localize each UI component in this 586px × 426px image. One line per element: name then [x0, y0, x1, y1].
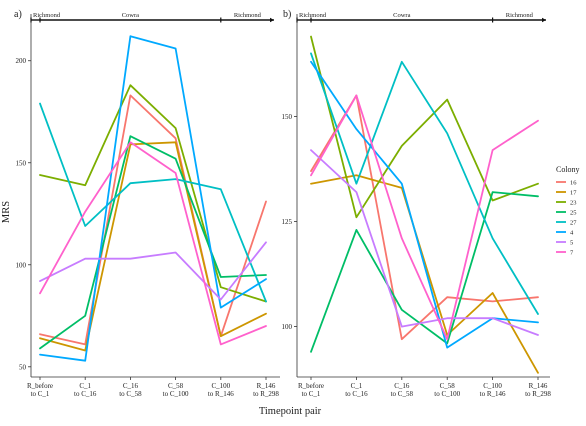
- x-tick-label: R_before to C_1: [27, 382, 53, 398]
- legend-label: 4: [570, 229, 574, 236]
- x-tick-label: R_146 to R_298: [253, 382, 279, 398]
- series-line-colony-23: [310, 35, 539, 219]
- period-label: Richmond: [299, 12, 327, 19]
- y-tick-label: 150: [16, 159, 27, 167]
- series-line-colony-4: [39, 35, 267, 362]
- y-tick-label: 50: [19, 363, 27, 371]
- legend-label: 23: [570, 199, 577, 206]
- period-label: Richmond: [506, 12, 534, 19]
- panel-a: a) 50 100 150 200 R_before to C_1 C_1 to C_16 C_1…: [14, 9, 280, 398]
- series-line-colony-16: [39, 94, 267, 346]
- series-line-colony-17: [39, 141, 267, 352]
- panel-label: b): [283, 9, 291, 20]
- y-tick-label: 150: [282, 113, 293, 121]
- series-line-colony-4: [310, 60, 539, 349]
- x-tick-label: C_100 to R_146: [208, 382, 234, 398]
- period-label: Cowra: [393, 12, 410, 19]
- legend-label: 7: [570, 249, 574, 256]
- x-tick-label: C_16 to C_58: [119, 382, 142, 398]
- legend-label: 16: [570, 179, 577, 186]
- period-label: Cowra: [122, 12, 139, 19]
- series-line-colony-27: [39, 102, 267, 303]
- y-tick-label: 100: [282, 323, 293, 331]
- legend-label: 27: [570, 219, 577, 226]
- x-tick-label: R_146 to R_298: [525, 382, 551, 398]
- period-label: Richmond: [234, 12, 262, 19]
- panel-label: a): [14, 9, 22, 20]
- x-tick-label: C_58 to C_100: [434, 382, 460, 398]
- series-line-colony-16: [310, 94, 539, 341]
- legend-label: 25: [570, 209, 577, 216]
- series-line-colony-25: [310, 191, 539, 353]
- legend-title: Colony: [556, 165, 580, 174]
- y-tick-label: 125: [282, 218, 293, 226]
- legend-label: 5: [570, 239, 573, 246]
- period-label: Richmond: [33, 12, 61, 19]
- y-axis-title: MRS: [1, 201, 12, 223]
- series-line-colony-17: [310, 174, 539, 374]
- x-tick-label: R_before to C_1: [298, 382, 324, 398]
- y-tick-label: 100: [16, 261, 27, 269]
- x-axis-title: Timepoint pair: [259, 406, 322, 417]
- x-tick-label: C_1 to C_16: [74, 382, 97, 398]
- series-line-colony-7: [39, 141, 267, 346]
- x-tick-label: C_16 to C_58: [391, 382, 414, 398]
- legend: Colony 16 17 23 25 27 4 5 7: [556, 165, 580, 256]
- period-arrow-head: [270, 17, 274, 23]
- y-tick-label: 200: [16, 57, 27, 65]
- period-arrow-head: [542, 17, 546, 23]
- x-tick-label: C_58 to C_100: [163, 382, 189, 398]
- series-line-colony-5: [39, 241, 267, 301]
- series-line-colony-7: [310, 94, 539, 341]
- x-tick-label: C_1 to C_16: [345, 382, 368, 398]
- x-tick-label: C_100 to R_146: [480, 382, 506, 398]
- panel-b: b) 100 125 150 R_before to C_1 C_1 to C_16 C_16 t…: [282, 9, 552, 398]
- legend-label: 17: [570, 189, 577, 196]
- series-line-colony-27: [310, 52, 539, 315]
- series-line-colony-5: [310, 149, 539, 336]
- series-line-colony-25: [39, 135, 267, 350]
